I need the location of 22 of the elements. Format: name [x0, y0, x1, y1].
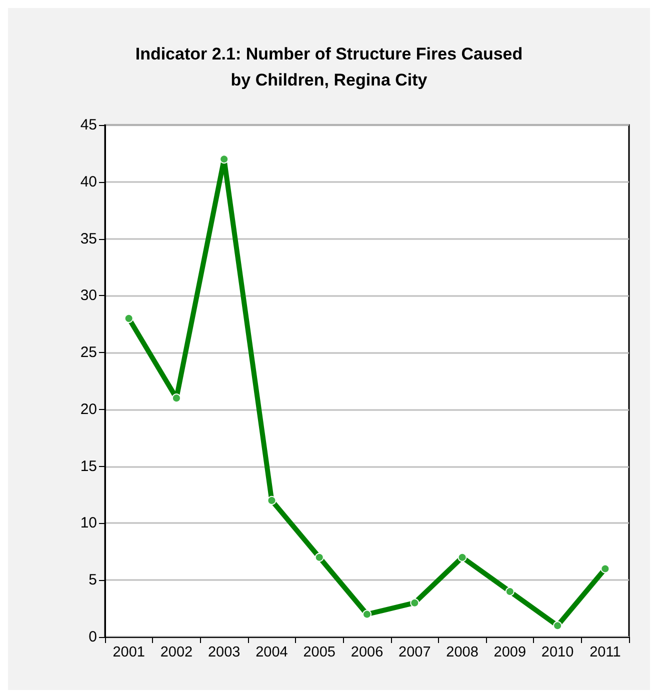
x-tick-label: 2004 [256, 644, 288, 660]
y-tick-label: 25 [80, 344, 97, 362]
y-tick-label: 5 [88, 572, 97, 589]
x-tick-label: 2007 [398, 644, 431, 660]
y-tick-label: 45 [80, 116, 97, 134]
x-tick-label: 2008 [446, 644, 478, 660]
y-tick-label: 20 [80, 400, 97, 418]
x-tick-label: 2002 [160, 644, 193, 660]
x-tick-label: 2005 [303, 644, 336, 660]
y-tick-label: 35 [80, 230, 97, 248]
y-tick-label: 40 [80, 173, 97, 190]
x-tick-label: 2006 [350, 644, 384, 660]
chart-title: Indicator 2.1: Number of Structure Fires Caused by Children, Regina City [135, 44, 523, 90]
x-tick-label: 2001 [112, 644, 145, 660]
y-tick-label: 0 [88, 628, 97, 646]
x-tick-label: 2010 [541, 644, 574, 660]
x-tick-label: 2003 [208, 644, 240, 660]
x-tick-label: 2009 [494, 644, 526, 660]
y-tick-label: 10 [80, 514, 97, 532]
y-tick-label: 30 [80, 287, 97, 304]
y-tick-label: 15 [80, 458, 97, 475]
x-tick-label: 2011 [590, 644, 621, 660]
